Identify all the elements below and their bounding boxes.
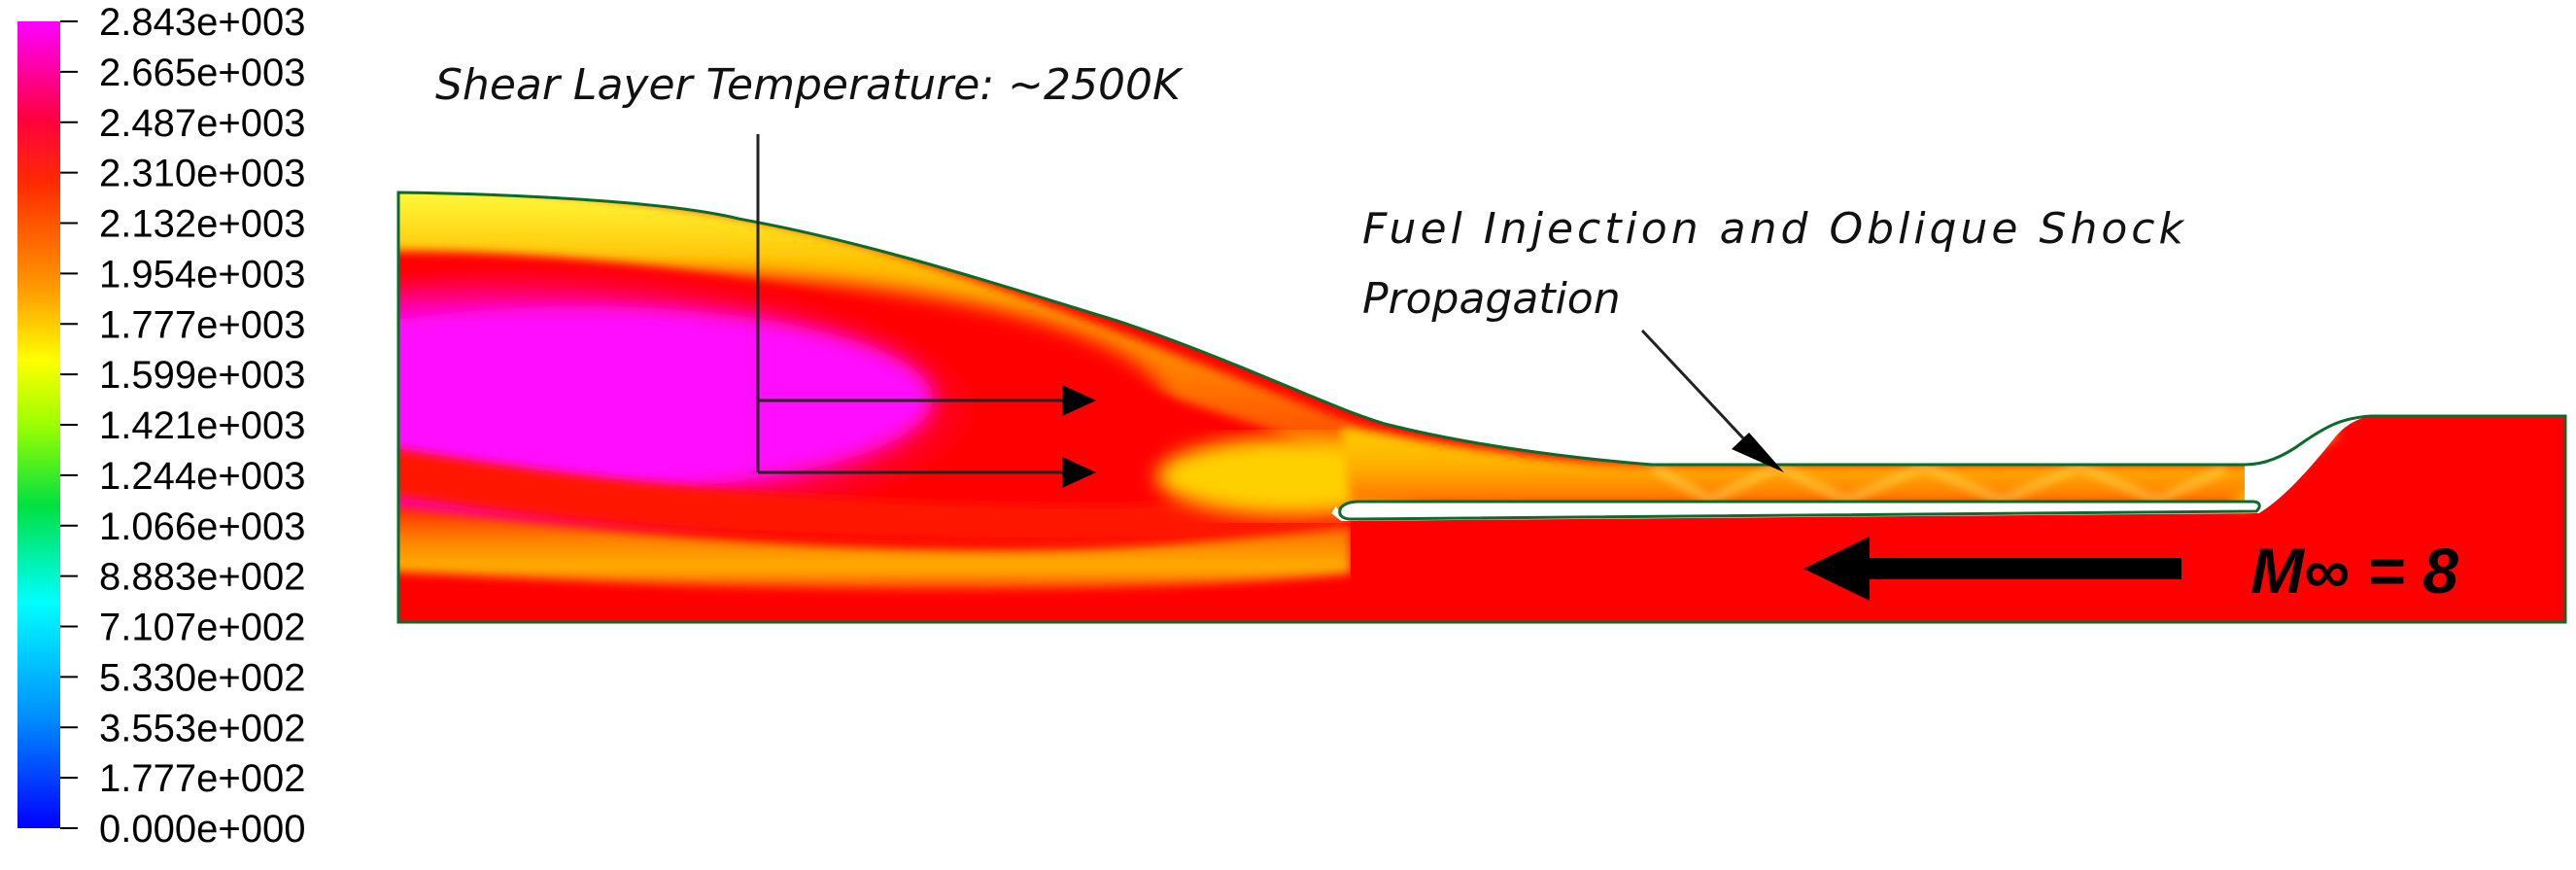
shock-pattern: [1650, 463, 2227, 505]
shear-layer-label: Shear Layer Temperature: ~2500K: [435, 60, 1184, 110]
colorbar: 2.843e+003 2.665e+003 2.487e+003 2.310e+003…: [17, 1, 305, 851]
hot-core-inner: [398, 306, 933, 491]
colorbar-tick-label: 1.066e+003: [99, 505, 305, 548]
colorbar-tick-label: 5.330e+002: [99, 656, 305, 699]
freestream-arrow-shaft: [1866, 558, 2181, 579]
colorbar-ticks: 2.843e+003 2.665e+003 2.487e+003 2.310e+003…: [60, 1, 305, 851]
colorbar-tick-label: 8.883e+002: [99, 556, 305, 599]
colorbar-tick-label: 2.487e+003: [99, 102, 305, 145]
shear-layer-annotation: Shear Layer Temperature: ~2500K: [435, 60, 1184, 488]
colorbar-tick-label: 2.310e+003: [99, 153, 305, 195]
lower-red-band: [398, 447, 1341, 541]
colorbar-tick-label: 2.132e+003: [99, 203, 305, 246]
colorbar-tick-label: 0.000e+000: [99, 808, 305, 851]
fuel-injection-label-line1: Fuel Injection and Oblique Shock: [1362, 204, 2185, 254]
colorbar-gradient: [17, 21, 60, 828]
colorbar-tick-label: 3.553e+002: [99, 707, 305, 749]
lower-shear-layer: [398, 505, 1351, 590]
freestream-annotation: M∞ = 8: [1803, 535, 2458, 607]
colorbar-tick-label: 7.107e+002: [99, 607, 305, 649]
shear-layer-arrowhead-upper: [1062, 385, 1096, 416]
colorbar-tick-label: 1.954e+003: [99, 253, 305, 296]
colorbar-tick-label: 2.843e+003: [99, 1, 305, 44]
upper-shear-layer: [398, 192, 1516, 505]
fuel-injection-leader: [1640, 329, 1763, 459]
colorbar-tick-label: 1.421e+003: [99, 404, 305, 447]
inlet-region: [2245, 418, 2565, 525]
domain-outline: [396, 191, 2567, 624]
mach-number-label: M∞ = 8: [2250, 535, 2458, 607]
colorbar-tick-label: 1.244e+003: [99, 455, 305, 498]
shear-layer-arrowhead-lower: [1062, 457, 1096, 488]
fuel-injection-annotation: Fuel Injection and Oblique Shock Propaga…: [1362, 204, 2185, 472]
freestream-arrowhead: [1803, 537, 1870, 601]
colorbar-tick-label: 2.665e+003: [99, 52, 305, 94]
colorbar-tick-label: 1.599e+003: [99, 354, 305, 397]
fuel-injection-arrowhead: [1732, 433, 1784, 472]
colorbar-tick-label: 1.777e+003: [99, 303, 305, 346]
colorbar-tick-label: 1.777e+002: [99, 757, 305, 800]
injector-strut: [1338, 500, 2261, 521]
fuel-injection-label-line2: Propagation: [1362, 274, 1621, 324]
